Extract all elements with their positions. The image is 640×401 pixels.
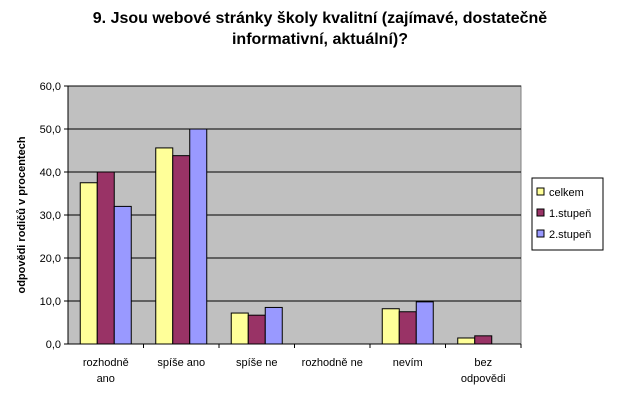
bar [457,337,476,345]
y-tick-label: 10,0 [40,296,61,308]
y-tick-label: 20,0 [40,253,61,265]
bar [172,155,191,345]
x-category-label: nevím [393,357,423,369]
x-category-label: spíše ano [157,357,205,369]
y-tick-label: 50,0 [40,124,61,136]
legend: celkem 1.stupeň 2.stupeň [531,177,604,251]
x-category-label: rozhodně ano [83,357,129,385]
x-category-labels: rozhodně ano spíše ano spíše ne rozhodně ne n… [83,344,522,385]
bar [230,312,249,345]
bar [474,335,493,345]
bar [398,311,417,345]
legend-swatch [536,229,545,238]
chart-title: 9. Jsou webové stránky školy kvalitní (z… [92,10,548,48]
legend-swatch [536,187,545,196]
x-category-label: spíše ne [236,357,278,369]
bar [189,128,208,345]
y-axis-label: odpovědi rodičů v procentech [16,136,28,293]
gridlines [68,85,521,302]
legend-swatch [536,208,545,217]
y-tick-label: 40,0 [40,167,61,179]
bar [155,147,174,345]
bar [247,314,266,345]
legend-label: celkem [549,187,584,199]
bar [113,205,132,345]
x-category-label: rozhodně ne [302,357,363,369]
legend-label: 2.stupeň [549,229,591,241]
legend-label: 1.stupeň [549,208,591,220]
bar [415,301,434,345]
y-tick-label: 60,0 [40,81,61,93]
bar [96,171,115,345]
y-tick-label: 30,0 [40,210,61,222]
bar [264,306,283,345]
y-tick-label: 0,0 [46,339,61,351]
x-category-label: bez odpovědi [461,357,506,385]
bar [79,182,98,345]
y-tick-labels: 0,0 10,0 20,0 30,0 40,0 50,0 60,0 [40,81,68,351]
bar [381,308,400,345]
